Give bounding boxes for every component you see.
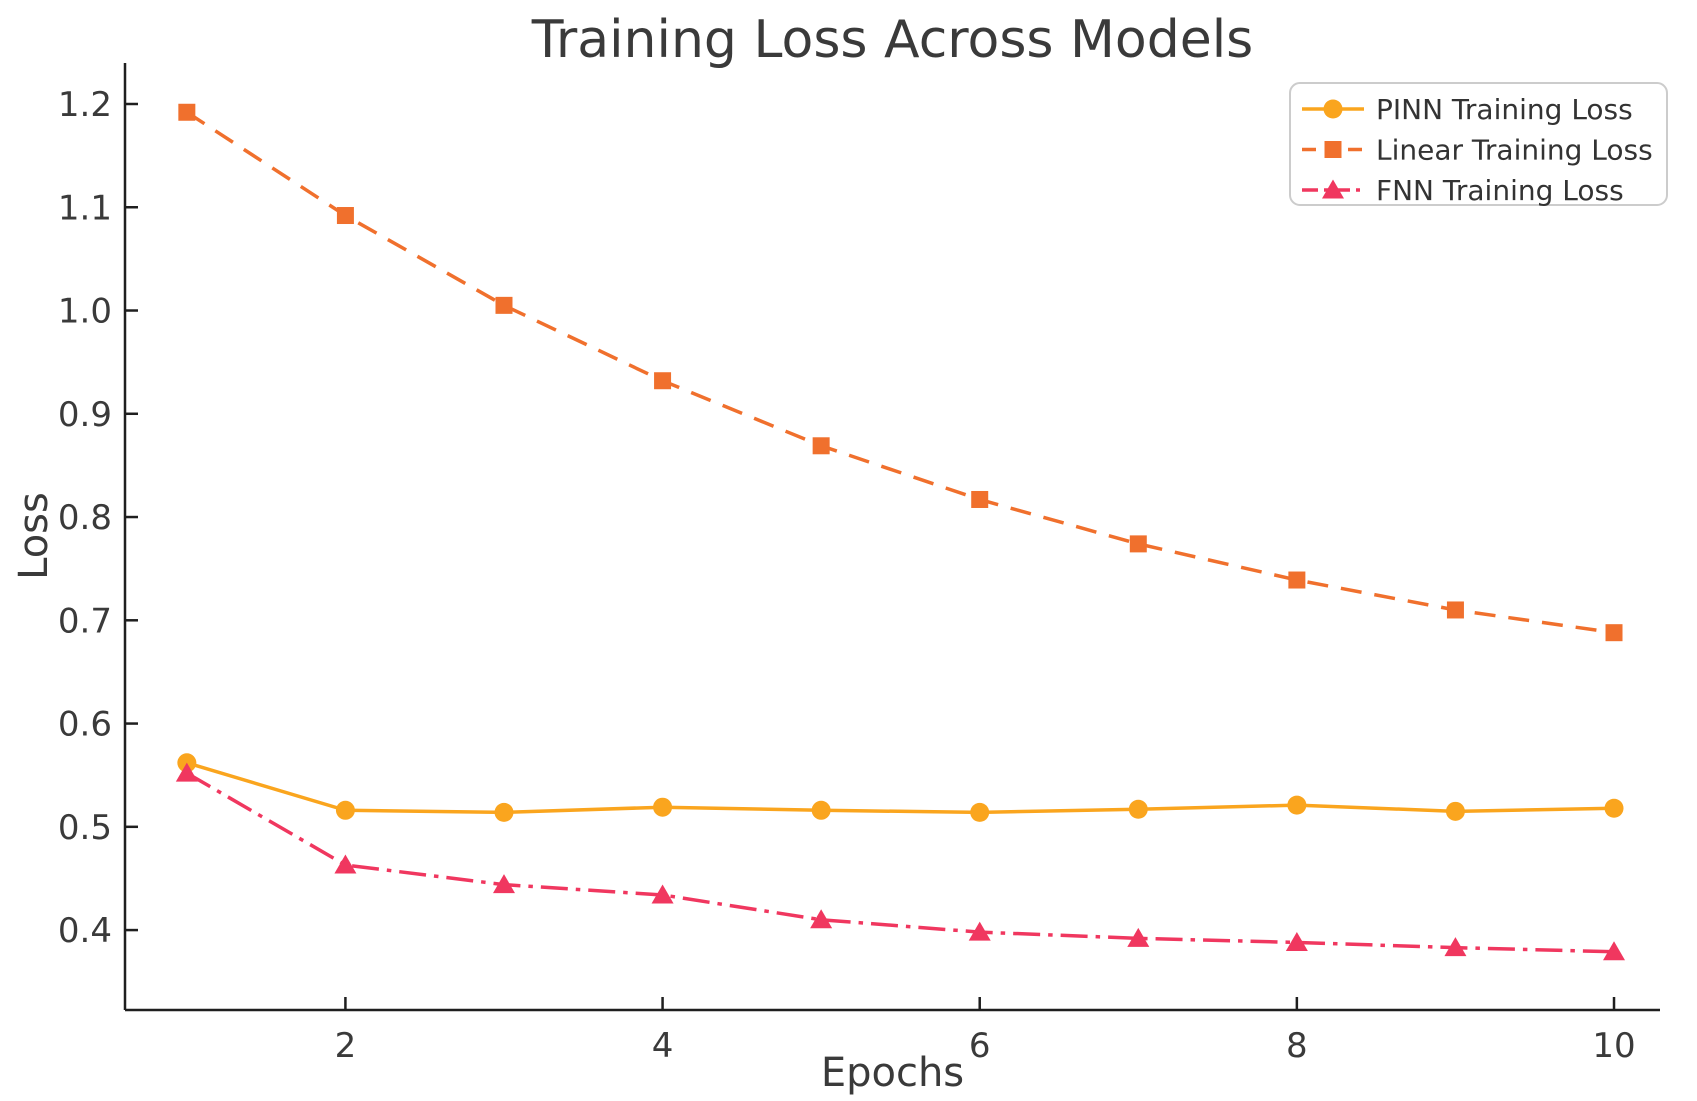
data-point-triangle bbox=[810, 909, 833, 929]
data-point-circle bbox=[653, 797, 673, 817]
y-tick-label: 0.7 bbox=[58, 601, 112, 641]
data-point-square bbox=[1446, 601, 1464, 619]
x-tick-label: 4 bbox=[652, 1026, 674, 1066]
data-point-triangle bbox=[175, 762, 198, 782]
x-axis-label: Epochs bbox=[820, 1050, 965, 1096]
data-point-triangle bbox=[1603, 941, 1626, 961]
legend-box bbox=[1289, 82, 1668, 206]
series-line-triangle bbox=[185, 771, 1615, 954]
legend-marker-square bbox=[1324, 141, 1342, 158]
x-tick-label: 10 bbox=[1592, 1026, 1635, 1066]
data-point-triangle bbox=[1444, 937, 1467, 957]
data-point-circle bbox=[494, 802, 514, 822]
y-tick-label: 0.9 bbox=[58, 395, 112, 435]
data-point-triangle bbox=[334, 854, 357, 874]
data-point-square bbox=[178, 103, 196, 121]
y-tick-label: 1.2 bbox=[58, 85, 112, 125]
legend-label: FNN Training Loss bbox=[1376, 174, 1624, 207]
data-point-circle bbox=[1128, 799, 1148, 819]
data-point-square bbox=[654, 372, 672, 390]
data-point-square bbox=[1605, 624, 1623, 642]
x-tick-label: 8 bbox=[1286, 1026, 1308, 1066]
data-point-circle bbox=[1445, 801, 1465, 821]
series-line-circle bbox=[186, 761, 1615, 815]
y-tick-label: 1.0 bbox=[58, 292, 112, 332]
data-point-circle bbox=[811, 800, 831, 820]
data-point-triangle bbox=[1285, 931, 1308, 951]
data-point-square bbox=[1288, 571, 1306, 589]
y-tick-label: 1.1 bbox=[58, 188, 112, 228]
data-point-square bbox=[495, 296, 513, 314]
x-tick-label: 6 bbox=[969, 1026, 991, 1066]
data-point-triangle bbox=[651, 884, 674, 904]
y-tick-label: 0.6 bbox=[58, 705, 112, 745]
x-tick-label: 2 bbox=[335, 1026, 357, 1066]
data-point-square bbox=[812, 437, 830, 455]
data-point-square bbox=[971, 490, 989, 508]
legend-marker-triangle bbox=[1322, 179, 1344, 199]
data-point-circle bbox=[970, 802, 990, 822]
y-axis-label: Loss bbox=[11, 492, 57, 580]
y-tick-label: 0.8 bbox=[58, 498, 112, 538]
data-point-circle bbox=[335, 800, 355, 820]
y-tick-label: 0.5 bbox=[58, 808, 112, 848]
data-point-square bbox=[336, 207, 354, 225]
y-tick-label: 0.4 bbox=[58, 911, 112, 951]
data-point-triangle bbox=[1127, 927, 1150, 947]
legend-marker-circle bbox=[1323, 99, 1343, 119]
data-point-triangle bbox=[492, 874, 515, 894]
legend-label: Linear Training Loss bbox=[1376, 134, 1653, 167]
data-point-triangle bbox=[968, 921, 991, 941]
data-point-circle bbox=[1287, 795, 1307, 815]
legend-label: PINN Training Loss bbox=[1376, 93, 1633, 126]
chart-title: Training Loss Across Models bbox=[531, 10, 1254, 70]
data-point-circle bbox=[1604, 798, 1624, 818]
series-line-square bbox=[185, 110, 1615, 635]
data-point-square bbox=[1129, 535, 1147, 553]
